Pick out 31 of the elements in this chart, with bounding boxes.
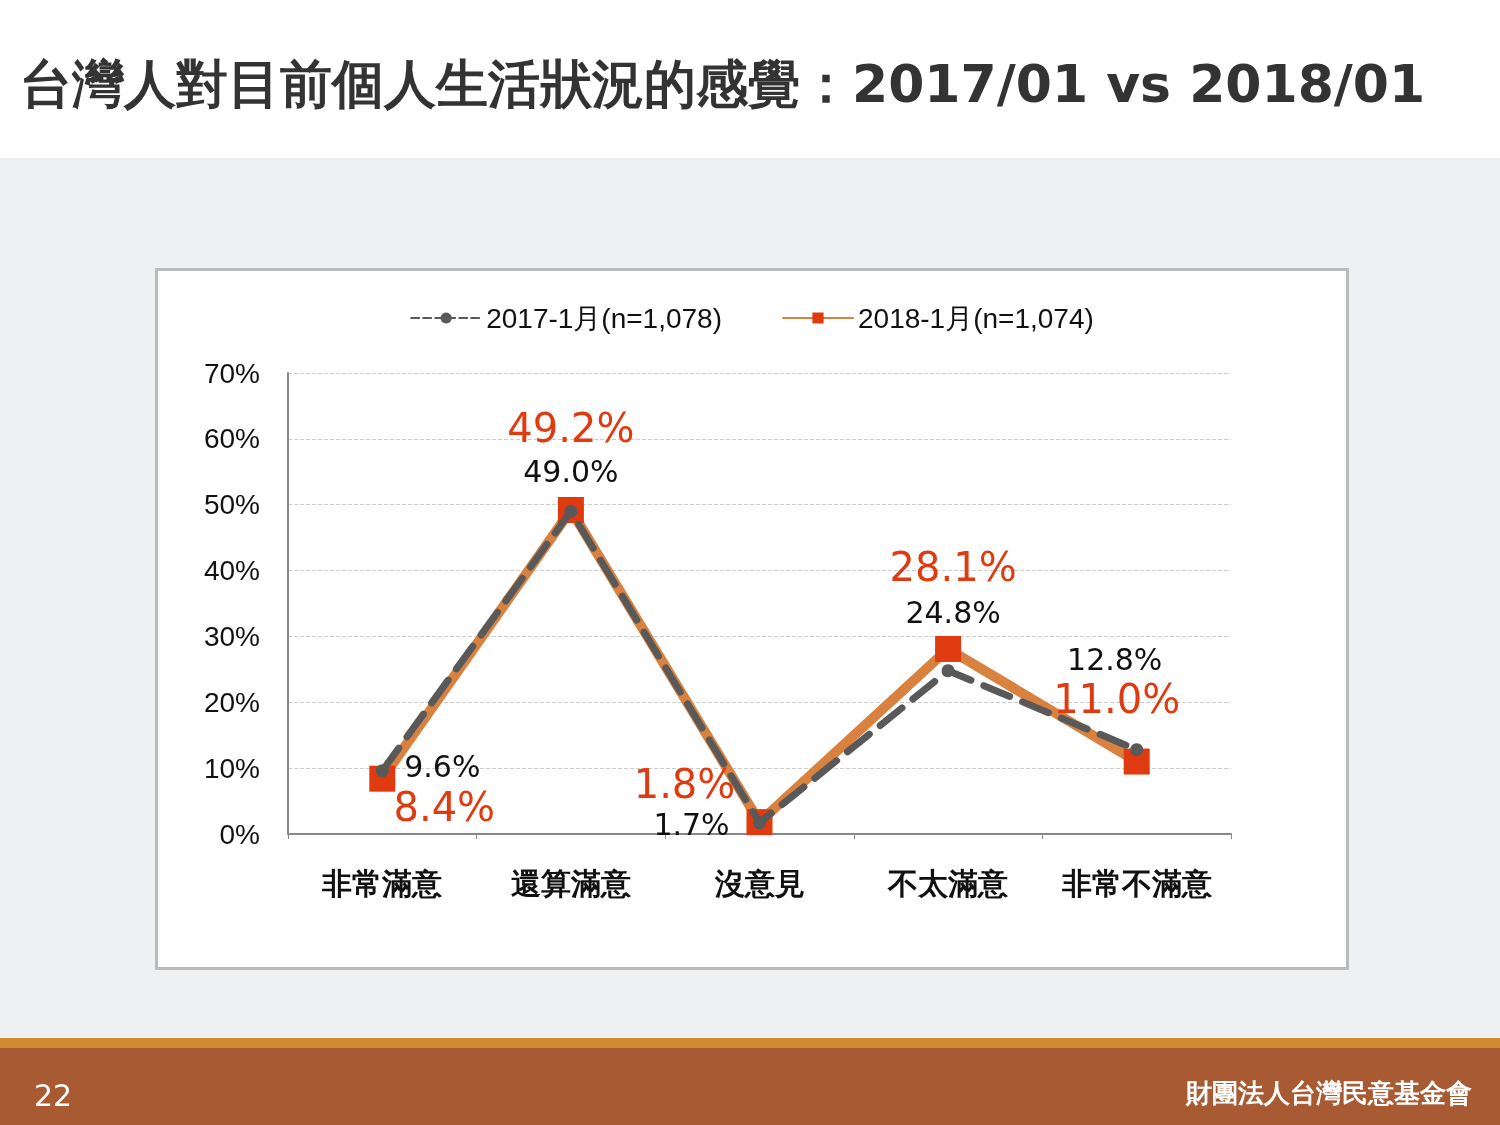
y-tick-label: 0% (219, 818, 260, 850)
point (1130, 743, 1144, 757)
data-label: 49.0% (523, 453, 619, 489)
chart-title: 台灣人對目前個人生活狀況的感覺：2017/01 vs 2018/01 (20, 53, 1426, 116)
data-label: 8.4% (393, 783, 496, 830)
x-tick-label: 還算滿意 (510, 866, 632, 900)
y-tick-label: 60% (203, 423, 260, 455)
x-tick-label: 沒意見 (713, 866, 805, 900)
data-label: 49.2% (507, 404, 635, 451)
x-tick-label: 非常滿意 (321, 866, 444, 900)
y-tick-label: 40% (203, 555, 260, 587)
y-tick-label: 30% (203, 620, 260, 652)
data-label: 12.8% (1067, 642, 1163, 678)
legend-label: 2017-1月(n=1,078) (486, 302, 722, 334)
data-label: 1.7% (653, 807, 730, 843)
legend-label: 2018-1月(n=1,074) (858, 302, 1094, 334)
y-tick-label: 10% (203, 752, 260, 784)
y-tick-label: 20% (203, 686, 260, 718)
data-label: 9.6% (404, 749, 481, 785)
data-label: 28.1% (889, 543, 1017, 590)
data-label: 1.8% (633, 761, 736, 808)
y-tick-label: 50% (203, 489, 260, 521)
x-tick-label: 非常不滿意 (1060, 866, 1213, 900)
text: 22 (34, 1078, 73, 1113)
x-tick-label: 不太滿意 (887, 866, 1010, 900)
point (375, 764, 389, 778)
point (941, 664, 955, 678)
text: 財團法人台灣民意基金會 (1186, 1077, 1472, 1110)
y-tick-label: 70% (203, 357, 260, 389)
data-label: 24.8% (905, 595, 1001, 631)
data-label: 11.0% (1053, 675, 1181, 722)
